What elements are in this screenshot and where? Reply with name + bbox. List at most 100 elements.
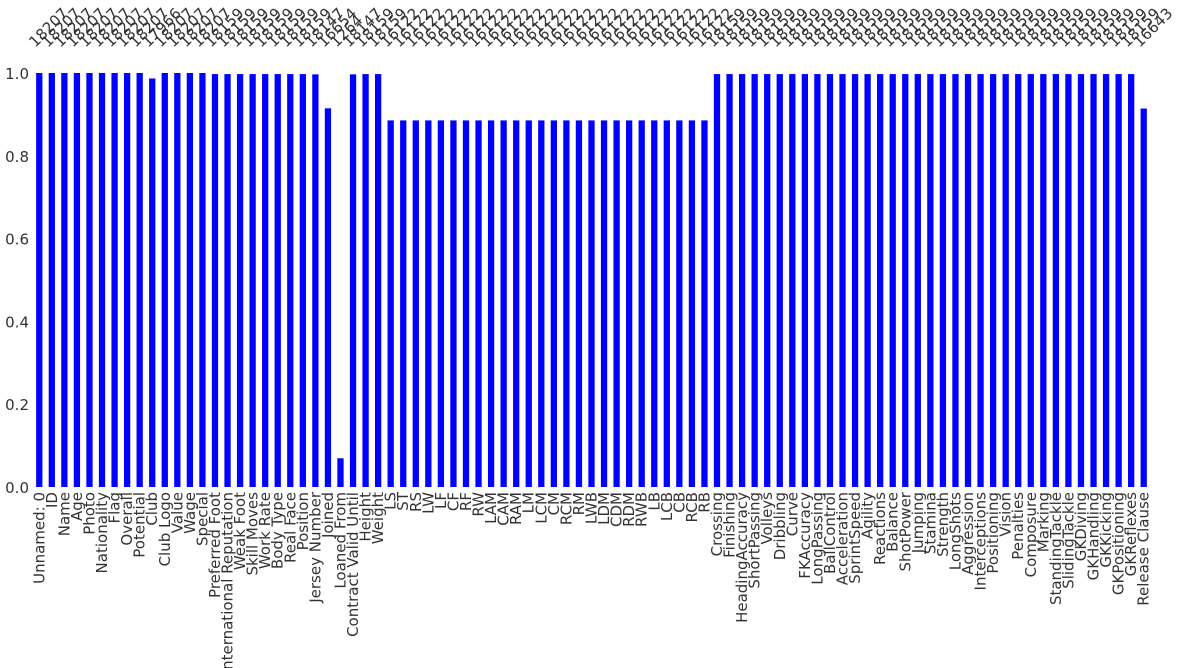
bar (688, 120, 696, 487)
x-tick-label: Body Type (269, 492, 287, 569)
bar (387, 120, 394, 487)
x-tick-label: Flag (106, 492, 124, 524)
bar (111, 73, 118, 487)
x-tick-label: LB (645, 492, 663, 511)
x-tick-label: RAM (507, 492, 525, 525)
x-tick-label: Volleys (758, 492, 776, 545)
x-tick-label: Loaned From (331, 492, 349, 589)
x-tick-label: BallControl (821, 492, 839, 574)
bar (186, 73, 194, 487)
bar (174, 73, 181, 487)
x-tick-label: Club (143, 492, 161, 526)
y-tick-label: 0.6 (5, 231, 29, 249)
bar (98, 73, 106, 487)
bar (362, 74, 369, 487)
x-tick-label: RCB (683, 492, 701, 522)
bar (375, 74, 382, 487)
bar (211, 74, 219, 487)
x-tick-label: ST (394, 491, 412, 511)
x-tick-label: Jumping (909, 492, 927, 554)
x-tick-label: LF (432, 492, 450, 509)
bar (400, 120, 407, 487)
x-tick-label: LWB (583, 492, 601, 524)
x-tick-label: GKKicking (1097, 492, 1115, 568)
bar (575, 120, 583, 487)
x-tick-label: LCB (658, 492, 676, 521)
x-tick-label: Agility (859, 492, 877, 539)
x-tick-label: Name (55, 492, 73, 536)
bar (600, 120, 608, 487)
x-tick-label: ShotPower (896, 491, 914, 571)
bar (312, 74, 319, 487)
x-tick-label: Composure (1022, 492, 1040, 577)
x-tick-label: Height (357, 492, 375, 542)
x-tick-label: Value (168, 492, 186, 533)
bar (1027, 74, 1034, 487)
bar (123, 73, 131, 487)
y-tick-label: 0.2 (5, 396, 29, 414)
x-tick-label: CAM (495, 492, 513, 526)
bar (299, 74, 306, 487)
bar (249, 74, 256, 487)
x-tick-label: Skill Moves (244, 492, 262, 576)
bar (588, 120, 595, 487)
x-tick-label: RWB (633, 492, 651, 527)
x-tick-label: SprintSpeed (846, 492, 864, 584)
x-tick-label: Reactions (871, 492, 889, 565)
x-tick-label: Release Clause (1135, 492, 1153, 606)
bar (839, 74, 846, 487)
bar (1090, 74, 1097, 487)
x-tick-label: RF (457, 492, 475, 511)
x-tick-label: LCM (532, 492, 550, 524)
x-tick-label: LongShots (946, 492, 964, 570)
x-tick-label: Potential (131, 492, 149, 558)
x-tick-label: Finishing (721, 492, 739, 558)
bar (199, 73, 206, 487)
bar (425, 120, 432, 487)
bar (73, 73, 81, 487)
bar (713, 74, 721, 487)
x-tick-label: Wage (181, 492, 199, 534)
bar (349, 74, 357, 487)
bar (324, 108, 332, 487)
bar (726, 74, 733, 487)
bar (262, 74, 269, 487)
x-tick-label: RW (470, 492, 488, 517)
y-tick-label: 1.0 (5, 65, 29, 83)
bar (149, 78, 156, 488)
bar (902, 74, 909, 487)
bar (914, 74, 921, 487)
x-tick-label: International Reputation (219, 492, 237, 668)
x-tick-label: Vision (997, 492, 1015, 537)
x-tick-label: GKHandling (1085, 492, 1103, 580)
x-tick-label: Real Face (281, 492, 299, 563)
x-tick-label: Jersey Number (306, 491, 324, 604)
bar (224, 74, 231, 487)
bar (927, 74, 934, 487)
x-tick-label: GKReflexes (1122, 492, 1140, 576)
bar (487, 120, 495, 487)
x-tick-label: LW (419, 492, 437, 514)
x-tick-label: RB (695, 492, 713, 513)
y-tick-label: 0.8 (5, 148, 29, 166)
bar (1040, 74, 1047, 487)
y-tick-label: 0.4 (5, 313, 29, 331)
x-tick-label: RDM (620, 492, 638, 527)
x-tick-label: Joined (319, 492, 337, 539)
x-tick-label: Acceleration (834, 492, 852, 585)
bar (538, 120, 545, 487)
x-tick-label: RCM (557, 492, 575, 525)
bar (462, 120, 470, 487)
x-tick-label: FKAccuracy (796, 492, 814, 579)
bar (738, 74, 746, 487)
bar (1015, 74, 1022, 487)
bar (1115, 74, 1122, 487)
bar (764, 74, 771, 487)
bar (676, 120, 683, 487)
bar (626, 120, 633, 487)
x-tick-label: CF (444, 492, 462, 511)
bar (36, 73, 43, 487)
x-tick-label: Weight (369, 492, 387, 544)
bar (475, 120, 482, 487)
bar (1077, 74, 1085, 487)
